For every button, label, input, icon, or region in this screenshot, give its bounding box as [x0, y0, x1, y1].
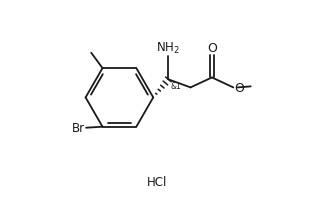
- Text: O: O: [207, 42, 217, 55]
- Text: O: O: [234, 82, 244, 94]
- Text: HCl: HCl: [147, 175, 167, 188]
- Text: &1: &1: [171, 82, 181, 91]
- Text: Br: Br: [72, 122, 85, 135]
- Text: NH$_2$: NH$_2$: [157, 41, 180, 56]
